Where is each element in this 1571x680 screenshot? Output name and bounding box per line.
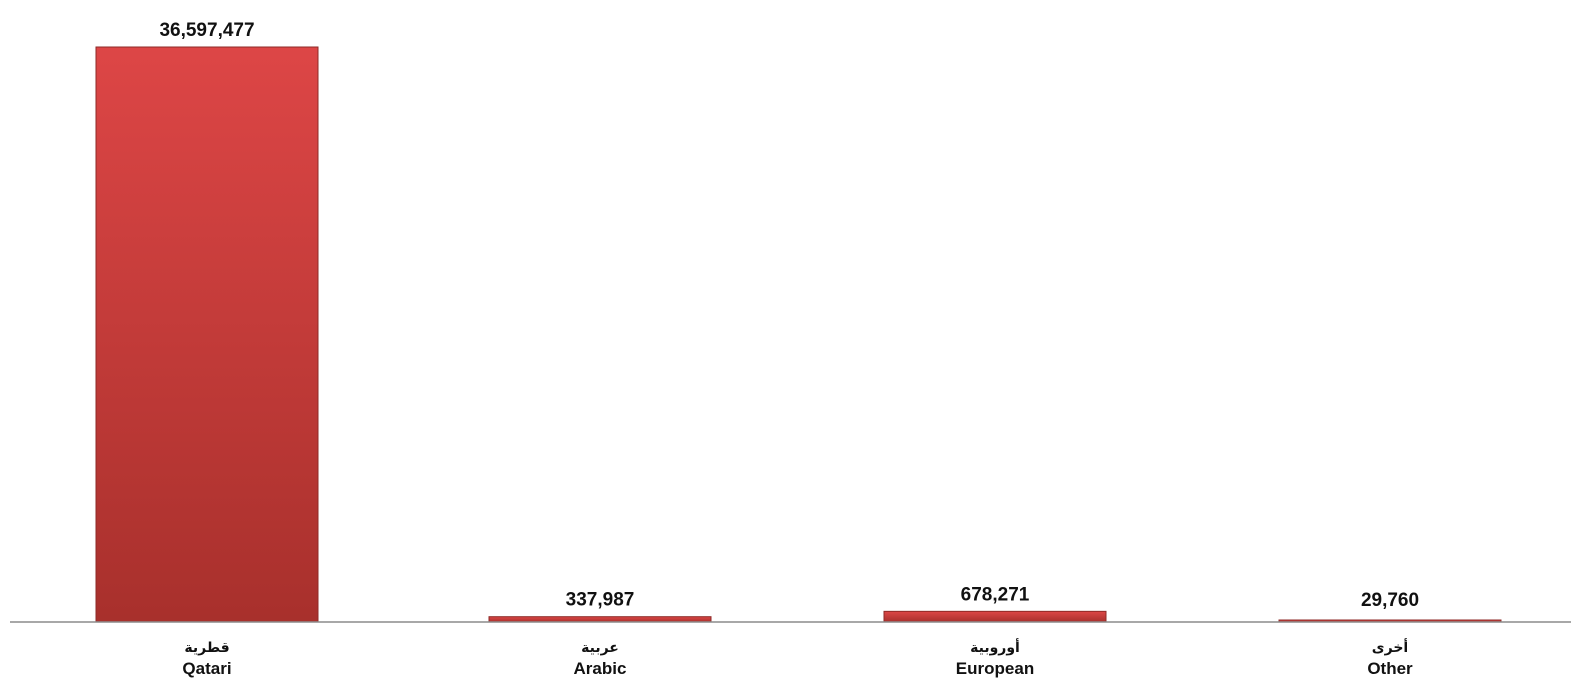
x-tick-label-en: European xyxy=(956,659,1034,678)
x-tick-label-ar: أوروبية xyxy=(970,638,1020,656)
bar-qatari xyxy=(95,46,319,623)
x-tick-label-ar: قطرية xyxy=(184,640,229,656)
bar-european xyxy=(883,610,1107,623)
label-group: 36,597,477 قطرية Qatari 337,987 عربية Arabic 6… xyxy=(159,20,1419,678)
x-tick-label-ar: عربية xyxy=(581,640,619,656)
x-tick-label-ar: أخرى xyxy=(1372,638,1408,656)
x-tick-label-en: Arabic xyxy=(574,659,627,678)
x-tick-label-en: Qatari xyxy=(182,659,231,678)
bar-arabic xyxy=(488,616,712,623)
data-label: 337,987 xyxy=(566,590,635,611)
bar-group xyxy=(95,46,1502,623)
data-label: 678,271 xyxy=(961,584,1030,605)
data-label: 29,760 xyxy=(1361,590,1419,611)
data-label: 36,597,477 xyxy=(159,20,254,41)
x-tick-label-en: Other xyxy=(1367,659,1413,678)
